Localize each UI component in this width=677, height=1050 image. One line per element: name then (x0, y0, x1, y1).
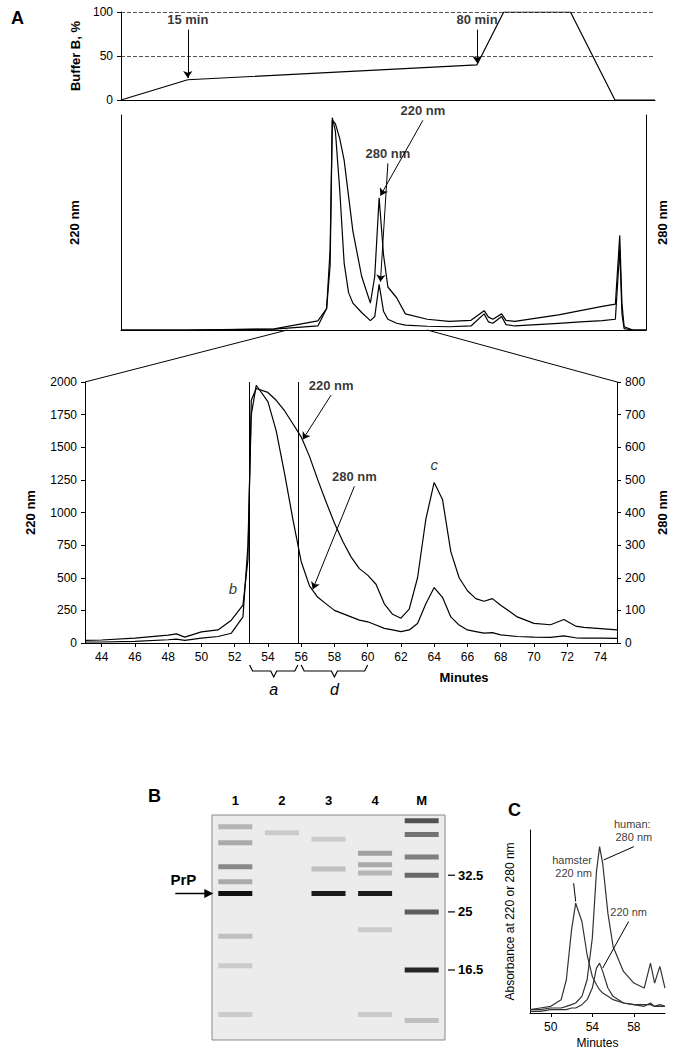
svg-text:700: 700 (625, 408, 645, 422)
svg-text:1: 1 (232, 793, 239, 808)
svg-text:62: 62 (394, 650, 408, 664)
svg-text:1250: 1250 (50, 473, 77, 487)
svg-text:1750: 1750 (50, 408, 77, 422)
svg-text:60: 60 (361, 650, 375, 664)
svg-text:220 nm: 220 nm (610, 906, 647, 918)
svg-text:PrP: PrP (170, 871, 196, 888)
svg-text:d: d (330, 681, 340, 698)
svg-text:58: 58 (328, 650, 342, 664)
svg-text:C: C (508, 800, 521, 820)
svg-text:46: 46 (128, 650, 142, 664)
svg-text:2000: 2000 (50, 375, 77, 389)
svg-text:Minutes: Minutes (576, 1036, 618, 1050)
svg-text:600: 600 (625, 440, 645, 454)
svg-text:200: 200 (625, 571, 645, 585)
svg-text:800: 800 (625, 375, 645, 389)
svg-text:72: 72 (561, 650, 575, 664)
svg-text:0: 0 (106, 93, 113, 107)
svg-text:A: A (11, 8, 24, 28)
svg-text:4: 4 (371, 793, 379, 808)
svg-text:Minutes: Minutes (439, 670, 488, 685)
svg-text:54: 54 (586, 1020, 600, 1034)
svg-text:250: 250 (57, 603, 77, 617)
svg-text:0: 0 (625, 636, 632, 650)
svg-text:220 nm: 220 nm (67, 200, 82, 245)
svg-text:280 nm: 280 nm (655, 490, 670, 535)
svg-text:16.5: 16.5 (458, 962, 483, 977)
svg-text:300: 300 (625, 538, 645, 552)
svg-text:56: 56 (294, 650, 308, 664)
svg-text:B: B (148, 786, 161, 806)
svg-text:Buffer B, %: Buffer B, % (68, 21, 83, 92)
svg-text:hamster: hamster (552, 854, 595, 866)
svg-text:3: 3 (325, 793, 332, 808)
svg-text:a: a (269, 681, 278, 698)
svg-text:220 nm: 220 nm (555, 867, 592, 879)
svg-text:2: 2 (278, 793, 285, 808)
svg-text:220 nm: 220 nm (400, 103, 445, 118)
svg-text:15 min: 15 min (167, 12, 208, 27)
svg-text:M: M (416, 793, 427, 808)
svg-text:280 nm: 280 nm (365, 146, 410, 161)
svg-text:100: 100 (625, 603, 645, 617)
svg-text:1500: 1500 (50, 440, 77, 454)
svg-text:50: 50 (100, 49, 114, 63)
svg-text:54: 54 (261, 650, 275, 664)
svg-text:25: 25 (458, 904, 472, 919)
svg-text:human:: human: (614, 818, 654, 830)
svg-text:0: 0 (70, 636, 77, 650)
svg-text:80 min: 80 min (456, 12, 497, 27)
svg-text:66: 66 (461, 650, 475, 664)
svg-text:1000: 1000 (50, 506, 77, 520)
svg-text:52: 52 (228, 650, 242, 664)
svg-text:750: 750 (57, 538, 77, 552)
svg-text:74: 74 (594, 650, 608, 664)
svg-text:100: 100 (93, 5, 113, 19)
svg-text:280 nm: 280 nm (615, 831, 652, 843)
svg-text:500: 500 (57, 571, 77, 585)
svg-text:64: 64 (427, 650, 441, 664)
svg-text:Absorbance at 220 or 280 nm: Absorbance at 220 or 280 nm (503, 842, 517, 1000)
svg-text:b: b (229, 580, 237, 597)
svg-text:58: 58 (627, 1020, 641, 1034)
svg-text:50: 50 (544, 1020, 558, 1034)
svg-text:32.5: 32.5 (458, 868, 483, 883)
svg-text:400: 400 (625, 506, 645, 520)
svg-text:c: c (430, 456, 438, 473)
svg-text:48: 48 (161, 650, 175, 664)
svg-text:68: 68 (494, 650, 508, 664)
svg-text:44: 44 (95, 650, 109, 664)
svg-text:70: 70 (527, 650, 541, 664)
svg-text:220 nm: 220 nm (23, 490, 38, 535)
svg-text:220 nm: 220 nm (309, 378, 354, 393)
svg-text:50: 50 (195, 650, 209, 664)
svg-text:500: 500 (625, 473, 645, 487)
svg-text:280 nm: 280 nm (332, 469, 377, 484)
svg-text:280 nm: 280 nm (655, 200, 670, 245)
